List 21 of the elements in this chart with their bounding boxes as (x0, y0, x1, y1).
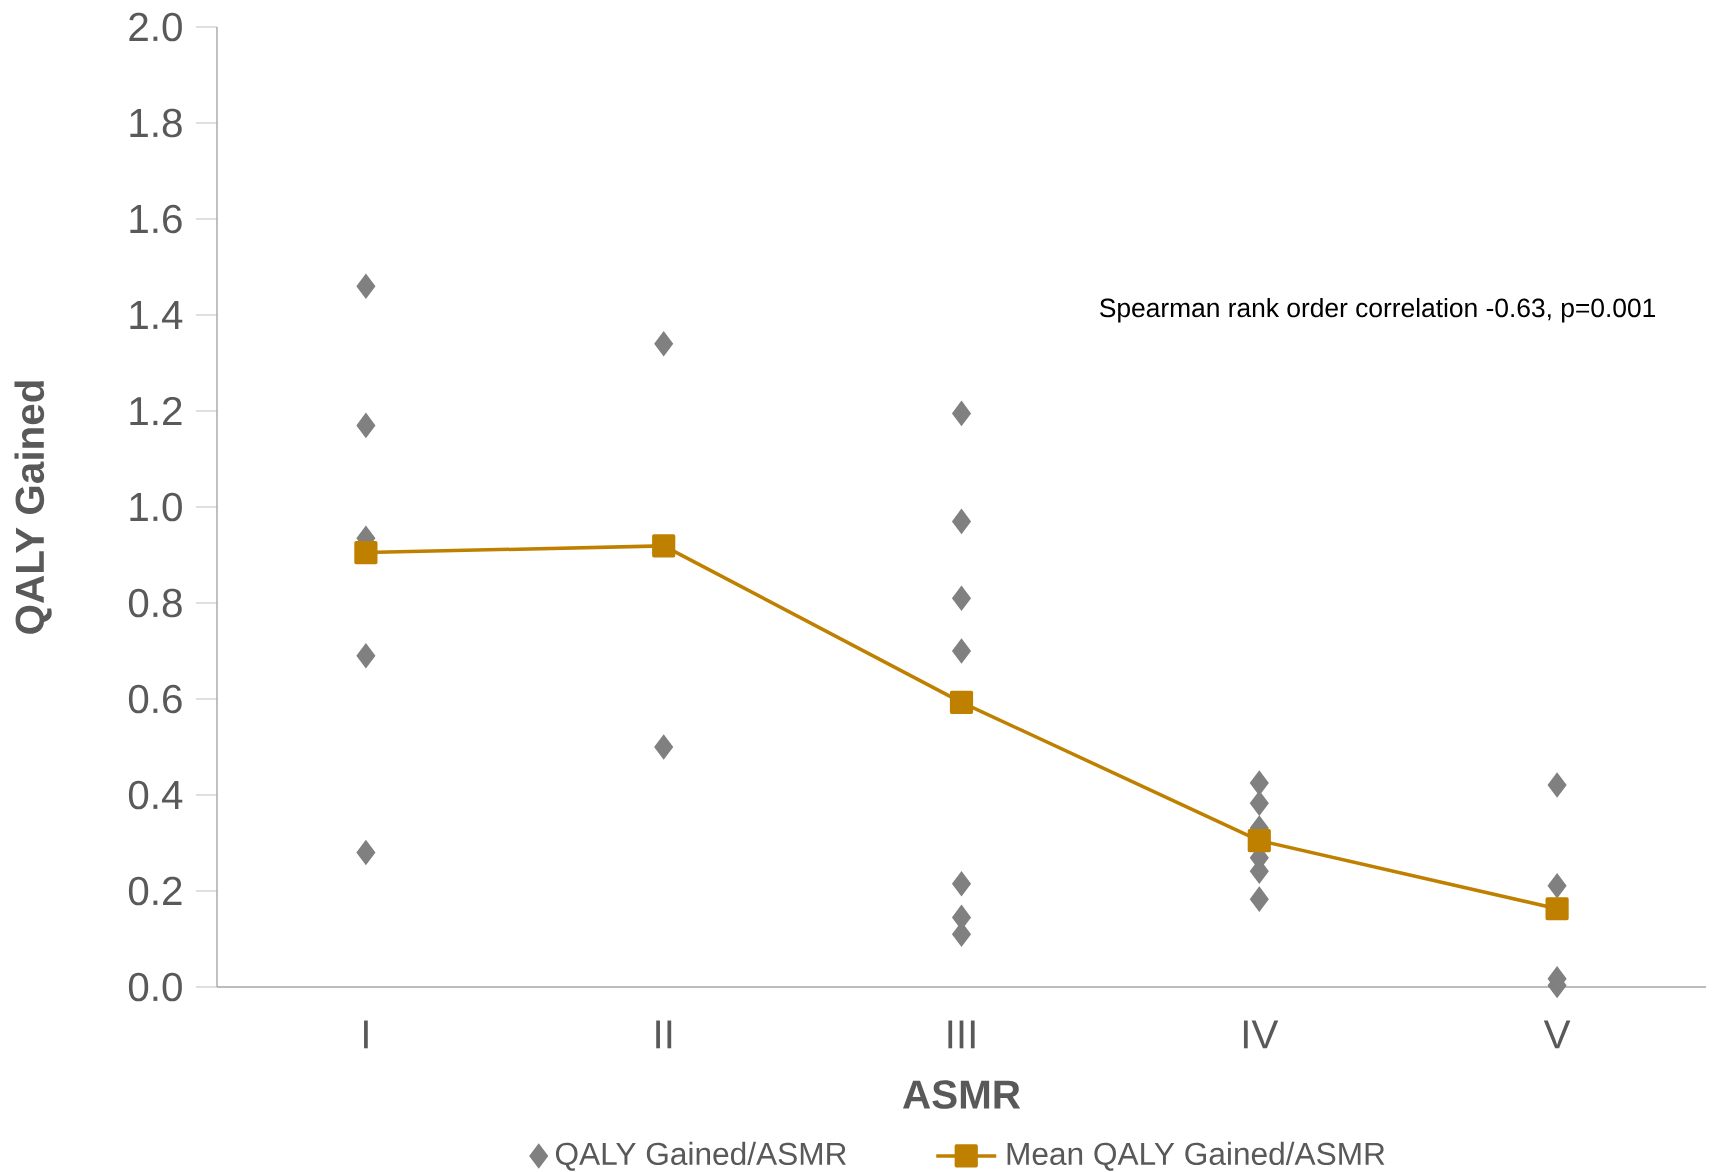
y-tick-label: 1.8 (130, 108, 182, 138)
y-tick-label: 1.4 (130, 301, 183, 329)
x-axis-title: ASMR (902, 1080, 1021, 1109)
y-axis-title: QALY Gained (14, 381, 52, 634)
y-tick-label: 1.6 (130, 204, 182, 234)
y-tick-label: 0.2 (128, 876, 182, 906)
x-tick-label: V (1543, 1020, 1571, 1049)
y-tick-label: 1.0 (130, 492, 182, 522)
x-tick-label: III (948, 1020, 975, 1049)
x-tick-label: IV (1243, 1020, 1279, 1049)
x-tick-label: I (364, 1020, 368, 1049)
legend-label: QALY Gained/ASMR (555, 1141, 846, 1171)
y-tick-label: 0.6 (128, 684, 182, 714)
y-tick-label: 0.8 (128, 588, 182, 618)
annotation: Spearman rank order correlation -0.63, p=0.001 (1100, 297, 1656, 323)
y-tick-label: 0.0 (128, 972, 182, 1002)
x-tick-label: II (656, 1020, 672, 1049)
y-tick-label: 1.2 (130, 396, 182, 426)
y-tick-label: 0.4 (128, 780, 183, 810)
y-tick-label: 2.0 (129, 12, 182, 42)
legend-label: Mean QALY Gained/ASMR (1007, 1141, 1385, 1171)
